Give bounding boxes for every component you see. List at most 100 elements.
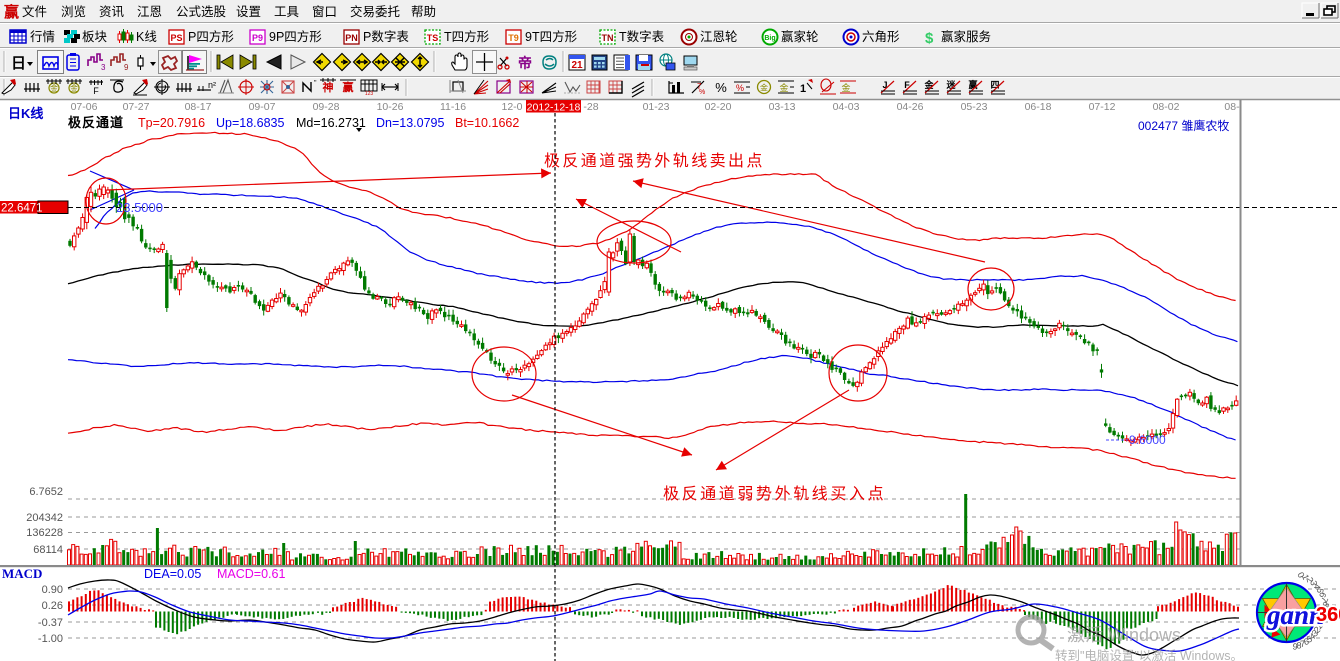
svg-text:7: 7 xyxy=(697,82,702,91)
svg-text:7: 7 xyxy=(1300,638,1306,648)
svg-text:-0.37: -0.37 xyxy=(38,617,63,629)
svg-text:8: 8 xyxy=(1296,640,1301,650)
svg-text:08-: 08- xyxy=(1224,101,1240,113)
svg-text:21: 21 xyxy=(571,60,583,71)
svg-text:行情: 行情 xyxy=(30,30,55,44)
svg-text:Big: Big xyxy=(764,35,775,42)
svg-text:07-27: 07-27 xyxy=(123,101,150,113)
svg-text:360: 360 xyxy=(1316,604,1340,626)
svg-text:06-18: 06-18 xyxy=(1025,101,1052,113)
svg-text:P四方形: P四方形 xyxy=(188,29,234,44)
svg-text:MACD: MACD xyxy=(2,566,42,581)
svg-text:$: $ xyxy=(925,30,934,47)
svg-text:赢家轮: 赢家轮 xyxy=(781,29,819,44)
svg-text:赢家服务: 赢家服务 xyxy=(941,29,991,44)
svg-text:日: 日 xyxy=(11,55,26,72)
svg-text:204342: 204342 xyxy=(26,512,63,524)
svg-text:123: 123 xyxy=(365,91,374,97)
svg-text:0: 0 xyxy=(1315,617,1326,627)
svg-text:9: 9 xyxy=(124,63,129,72)
svg-text:帝: 帝 xyxy=(518,55,532,71)
svg-text:09-28: 09-28 xyxy=(313,101,340,113)
svg-text:23.5000: 23.5000 xyxy=(116,200,163,215)
svg-text:PS: PS xyxy=(170,33,182,43)
svg-text:极反通道: 极反通道 xyxy=(68,115,124,130)
svg-text:01-23: 01-23 xyxy=(643,101,670,113)
svg-text:交易委托: 交易委托 xyxy=(350,4,400,19)
svg-text:赢: 赢 xyxy=(968,79,977,90)
svg-text:DEA=0.05: DEA=0.05 xyxy=(144,567,201,581)
svg-text:07-12: 07-12 xyxy=(1089,101,1116,113)
svg-text:-1.00: -1.00 xyxy=(38,633,63,645)
svg-text:Bt=10.1662: Bt=10.1662 xyxy=(455,116,519,130)
svg-text:工具: 工具 xyxy=(274,5,300,19)
svg-text:金: 金 xyxy=(760,83,768,93)
svg-text:08-17: 08-17 xyxy=(185,101,212,113)
svg-text:3: 3 xyxy=(101,63,106,72)
svg-text:02-20: 02-20 xyxy=(705,101,732,113)
svg-text:极反通道强势外轨线卖出点: 极反通道强势外轨线卖出点 xyxy=(544,152,765,170)
svg-text:6: 6 xyxy=(1303,636,1310,647)
svg-text:": " xyxy=(314,80,317,87)
svg-text:4: 4 xyxy=(1308,631,1317,642)
svg-text:T9: T9 xyxy=(508,33,519,43)
svg-text:n²: n² xyxy=(208,80,216,90)
svg-text:9: 9 xyxy=(1292,641,1298,652)
svg-text:金: 金 xyxy=(50,83,58,93)
svg-text:板块: 板块 xyxy=(82,30,108,44)
svg-text:赢: 赢 xyxy=(4,3,19,21)
svg-text:gann: gann xyxy=(1266,600,1324,630)
svg-text:金: 金 xyxy=(70,83,78,93)
svg-text:P数字表: P数字表 xyxy=(363,29,409,44)
svg-text:公式选股: 公式选股 xyxy=(176,5,227,19)
svg-text:9: 9 xyxy=(1321,604,1332,614)
svg-text:MACD=0.61: MACD=0.61 xyxy=(217,567,285,581)
svg-text:10-26: 10-26 xyxy=(377,101,404,113)
svg-text:04-03: 04-03 xyxy=(833,101,860,113)
svg-text:8: 8 xyxy=(1320,600,1331,609)
svg-text:J: J xyxy=(882,80,887,90)
svg-text:68114: 68114 xyxy=(33,544,63,556)
svg-text:136228: 136228 xyxy=(26,527,63,539)
svg-text:03-13: 03-13 xyxy=(769,101,796,113)
svg-text:2012-12-18: 2012-12-18 xyxy=(527,102,581,114)
svg-text:%: % xyxy=(699,89,705,96)
svg-text:360: 360 xyxy=(1316,604,1340,626)
svg-text:Tp=20.7916: Tp=20.7916 xyxy=(138,116,205,130)
svg-text:资讯: 资讯 xyxy=(99,5,125,19)
svg-text:6: 6 xyxy=(1317,591,1328,599)
svg-text:%: % xyxy=(736,83,744,93)
svg-text:07-06: 07-06 xyxy=(71,101,98,113)
svg-text:0.90: 0.90 xyxy=(42,584,63,596)
svg-text:PN: PN xyxy=(345,33,358,43)
svg-text:P9: P9 xyxy=(252,33,263,43)
svg-text:TS: TS xyxy=(427,33,439,43)
svg-text:5: 5 xyxy=(1305,634,1313,645)
svg-text:日K线: 日K线 xyxy=(8,106,43,121)
svg-text:窗口: 窗口 xyxy=(312,5,337,19)
svg-text:江恩轮: 江恩轮 xyxy=(700,30,738,44)
svg-text:09-07: 09-07 xyxy=(249,101,276,113)
svg-text:金: 金 xyxy=(923,79,934,90)
svg-text:T数字表: T数字表 xyxy=(619,29,665,44)
svg-text:转到"电脑设置"以激活 Windows。: 转到"电脑设置"以激活 Windows。 xyxy=(1055,648,1243,661)
svg-text:04-26: 04-26 xyxy=(897,101,924,113)
svg-text:22.6471: 22.6471 xyxy=(1,203,43,215)
svg-text:赢: 赢 xyxy=(343,80,354,94)
svg-text:3: 3 xyxy=(1308,580,1318,586)
svg-text:K线: K线 xyxy=(136,30,157,44)
svg-text:金: 金 xyxy=(841,82,850,93)
svg-text:四: 四 xyxy=(990,80,999,90)
svg-text:9P四方形: 9P四方形 xyxy=(269,29,322,44)
svg-text:江恩: 江恩 xyxy=(137,5,162,19)
svg-text:1: 1 xyxy=(800,83,806,95)
svg-text:2: 2 xyxy=(1304,576,1315,583)
svg-text:TN: TN xyxy=(602,33,614,43)
svg-text:六角形: 六角形 xyxy=(862,30,900,44)
svg-text:T四方形: T四方形 xyxy=(444,29,490,44)
svg-text:设置: 设置 xyxy=(236,4,261,19)
svg-text:6.7652: 6.7652 xyxy=(29,486,63,498)
svg-text:-28: -28 xyxy=(583,101,598,113)
svg-text:002477 雏鹰农牧: 002477 雏鹰农牧 xyxy=(1138,118,1229,133)
svg-text:F: F xyxy=(904,80,910,90)
